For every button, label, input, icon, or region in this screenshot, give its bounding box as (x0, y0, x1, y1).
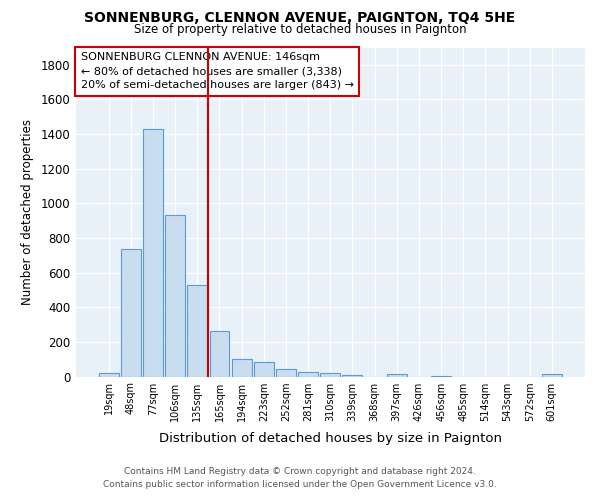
Bar (276, 368, 296, 376)
Bar (187, 284, 207, 376)
Bar (542, 374, 562, 376)
X-axis label: Distribution of detached houses by size in Paignton: Distribution of detached houses by size … (159, 432, 502, 445)
Bar (232, 358, 251, 376)
Bar (343, 375, 362, 376)
Y-axis label: Number of detached properties: Number of detached properties (21, 119, 34, 305)
Text: Contains HM Land Registry data © Crown copyright and database right 2024.
Contai: Contains HM Land Registry data © Crown c… (103, 468, 497, 489)
Bar (99, 373, 119, 376)
Bar (387, 374, 407, 376)
Bar (254, 362, 274, 376)
Bar (320, 373, 340, 376)
Bar (209, 331, 229, 376)
Bar (143, 129, 163, 376)
Bar (165, 214, 185, 376)
Text: SONNENBURG, CLENNON AVENUE, PAIGNTON, TQ4 5HE: SONNENBURG, CLENNON AVENUE, PAIGNTON, TQ… (85, 11, 515, 25)
Text: SONNENBURG CLENNON AVENUE: 146sqm
← 80% of detached houses are smaller (3,338)
2: SONNENBURG CLENNON AVENUE: 146sqm ← 80% … (80, 52, 353, 90)
Bar (298, 372, 318, 376)
Text: Size of property relative to detached houses in Paignton: Size of property relative to detached ho… (134, 22, 466, 36)
Bar (121, 249, 141, 376)
